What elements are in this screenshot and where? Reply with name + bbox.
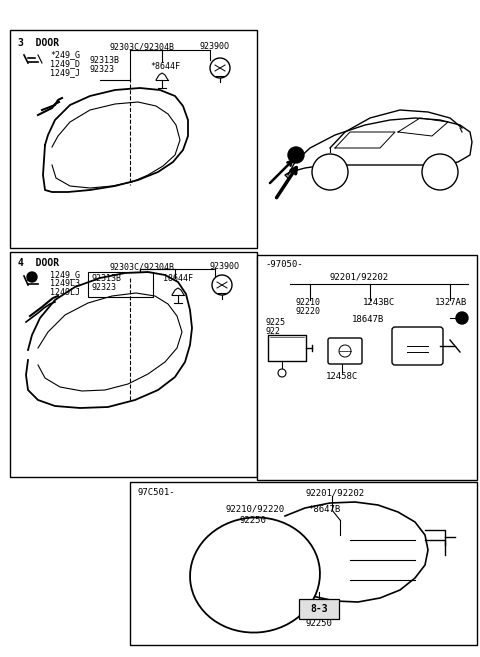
Bar: [88, 272, 153, 297]
Circle shape: [422, 154, 458, 190]
Circle shape: [210, 58, 230, 78]
Ellipse shape: [190, 518, 320, 633]
Text: 92390O: 92390O: [210, 262, 240, 271]
Text: 97C501-: 97C501-: [138, 488, 176, 497]
Text: 1249_J: 1249_J: [50, 68, 80, 77]
FancyBboxPatch shape: [328, 338, 362, 364]
Text: 92201/92202: 92201/92202: [330, 272, 389, 281]
Circle shape: [339, 345, 351, 357]
Text: 92220: 92220: [295, 307, 320, 316]
Text: 92201/92202: 92201/92202: [305, 488, 364, 497]
Text: 92210: 92210: [295, 298, 320, 307]
Text: 1243BC: 1243BC: [363, 298, 395, 307]
Text: 92250: 92250: [306, 619, 333, 628]
Text: 12458C: 12458C: [326, 372, 358, 381]
Bar: [268, 335, 306, 361]
Text: 1249LJ: 1249LJ: [50, 288, 80, 297]
Text: 92303C/92304B: 92303C/92304B: [110, 262, 175, 271]
Bar: [130, 482, 477, 645]
Text: 9225: 9225: [265, 318, 285, 327]
Bar: [10, 252, 257, 477]
Circle shape: [312, 154, 348, 190]
Circle shape: [456, 312, 468, 324]
Text: 92323: 92323: [90, 65, 115, 74]
Text: 8-3: 8-3: [310, 604, 328, 614]
Text: 92303C/92304B: 92303C/92304B: [110, 42, 175, 51]
Text: 92313B: 92313B: [91, 274, 121, 283]
Text: *8647B: *8647B: [308, 505, 340, 514]
Bar: [10, 30, 257, 248]
Text: *8644F: *8644F: [150, 62, 180, 71]
Text: 1249L3: 1249L3: [50, 279, 80, 288]
Text: 1249_D: 1249_D: [50, 59, 80, 68]
Text: 3  DOOR: 3 DOOR: [18, 38, 59, 48]
Text: 4  DOOR: 4 DOOR: [18, 258, 59, 268]
Text: 92210/92220: 92210/92220: [225, 505, 284, 514]
Text: 18647B: 18647B: [352, 315, 384, 324]
Bar: [257, 255, 477, 480]
Circle shape: [278, 369, 286, 377]
Circle shape: [27, 272, 37, 282]
Text: 92390O: 92390O: [200, 42, 230, 51]
Text: *249_G: *249_G: [50, 50, 80, 59]
Text: 1249_G: 1249_G: [50, 270, 80, 279]
Text: 18644F: 18644F: [163, 274, 193, 283]
Text: 92250: 92250: [240, 516, 267, 525]
Text: 922: 922: [265, 327, 280, 336]
Text: 92313B: 92313B: [90, 56, 120, 65]
FancyBboxPatch shape: [392, 327, 443, 365]
Text: 1327AB: 1327AB: [435, 298, 467, 307]
Text: -97050-: -97050-: [265, 260, 302, 269]
FancyBboxPatch shape: [299, 599, 339, 619]
Circle shape: [212, 275, 232, 295]
Circle shape: [288, 147, 304, 163]
Text: 92323: 92323: [91, 283, 116, 292]
